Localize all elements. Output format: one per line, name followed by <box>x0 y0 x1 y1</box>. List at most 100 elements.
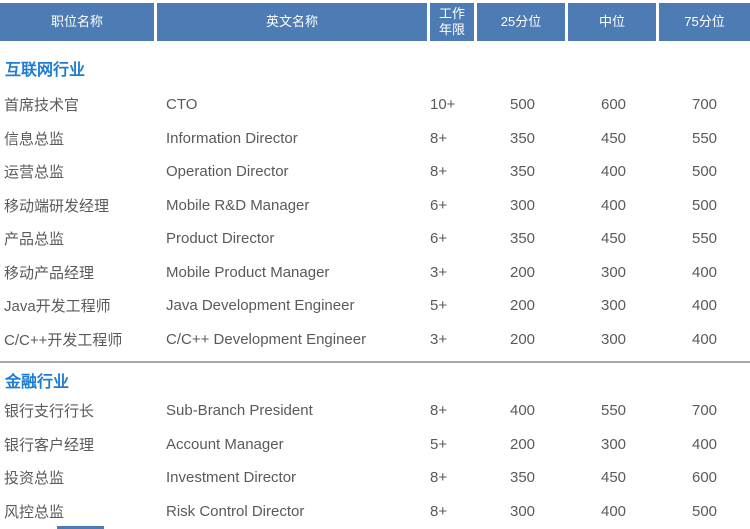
cell-position-name: 银行客户经理 <box>4 436 95 454</box>
cell-work-years: 10+ <box>430 96 456 114</box>
cell-work-years: 5+ <box>430 435 448 453</box>
header-median: 中位 <box>568 3 659 41</box>
cell-25th-percentile: 300 <box>509 196 536 214</box>
cell-25th-percentile: 300 <box>509 502 536 520</box>
cell-75th-percentile: 700 <box>691 402 718 420</box>
section-rows: 首席技术官 CTO 10+ 500 600 700 信息总监 Informati… <box>0 88 750 356</box>
cell-english-name: CTO <box>166 96 198 114</box>
cell-75th-percentile: 500 <box>691 163 718 181</box>
cell-25th-percentile: 350 <box>509 469 536 487</box>
cell-position-name: 产品总监 <box>4 231 65 249</box>
header-position-name: 职位名称 <box>0 3 157 41</box>
cell-english-name: Product Director <box>166 230 275 248</box>
cell-25th-percentile: 350 <box>509 163 536 181</box>
table-row: 移动端研发经理 Mobile R&D Manager 6+ 300 400 50… <box>0 189 750 223</box>
cell-work-years: 3+ <box>430 263 448 281</box>
cell-work-years: 3+ <box>430 330 448 348</box>
industry-section: 金融行业 银行支行行长 Sub-Branch President 8+ 400 … <box>0 361 750 528</box>
cell-25th-percentile: 200 <box>509 263 536 281</box>
cell-median: 300 <box>600 435 627 453</box>
section-title: 互联网行业 <box>5 62 86 79</box>
cell-median: 450 <box>600 230 627 248</box>
cell-english-name: Mobile R&D Manager <box>166 196 310 214</box>
cell-english-name: Java Development Engineer <box>166 297 355 315</box>
cell-median: 450 <box>600 129 627 147</box>
cell-25th-percentile: 400 <box>509 402 536 420</box>
table-body: 互联网行业 首席技术官 CTO 10+ 500 600 700 信息总监 Inf… <box>0 61 750 528</box>
cell-median: 300 <box>600 263 627 281</box>
cell-25th-percentile: 350 <box>509 230 536 248</box>
cell-75th-percentile: 400 <box>691 263 718 281</box>
cell-75th-percentile: 550 <box>691 129 718 147</box>
cell-median: 300 <box>600 297 627 315</box>
cell-english-name: Account Manager <box>166 435 284 453</box>
cell-work-years: 5+ <box>430 297 448 315</box>
cell-position-name: 首席技术官 <box>4 97 80 115</box>
cell-25th-percentile: 200 <box>509 435 536 453</box>
cell-75th-percentile: 400 <box>691 297 718 315</box>
cell-work-years: 8+ <box>430 129 448 147</box>
cell-english-name: C/C++ Development Engineer <box>166 330 367 348</box>
table-row: 首席技术官 CTO 10+ 500 600 700 <box>0 88 750 122</box>
cell-position-name: 运营总监 <box>4 164 65 182</box>
header-25th-percentile: 25分位 <box>477 3 568 41</box>
cell-english-name: Operation Director <box>166 163 289 181</box>
header-work-years: 工作年限 <box>430 3 477 41</box>
table-row: 信息总监 Information Director 8+ 350 450 550 <box>0 122 750 156</box>
table-row: 移动产品经理 Mobile Product Manager 3+ 200 300… <box>0 256 750 290</box>
cell-work-years: 6+ <box>430 230 448 248</box>
cell-english-name: Mobile Product Manager <box>166 263 330 281</box>
cell-position-name: 移动端研发经理 <box>4 197 110 215</box>
cell-work-years: 8+ <box>430 469 448 487</box>
cell-median: 400 <box>600 163 627 181</box>
cell-25th-percentile: 500 <box>509 96 536 114</box>
cell-median: 300 <box>600 330 627 348</box>
next-table-header-fragment <box>57 526 104 529</box>
cell-position-name: 风控总监 <box>4 503 65 521</box>
cell-75th-percentile: 400 <box>691 330 718 348</box>
cell-work-years: 6+ <box>430 196 448 214</box>
cell-work-years: 8+ <box>430 402 448 420</box>
cell-25th-percentile: 200 <box>509 297 536 315</box>
cell-median: 550 <box>600 402 627 420</box>
cell-english-name: Sub-Branch President <box>166 402 313 420</box>
cell-median: 600 <box>600 96 627 114</box>
cell-position-name: 银行支行行长 <box>4 403 95 421</box>
cell-position-name: 投资总监 <box>4 470 65 488</box>
section-divider <box>0 361 750 363</box>
table-row: C/C++开发工程师 C/C++ Development Engineer 3+… <box>0 323 750 357</box>
table-row: 投资总监 Investment Director 8+ 350 450 600 <box>0 461 750 495</box>
table-row: 产品总监 Product Director 6+ 350 450 550 <box>0 222 750 256</box>
section-title: 金融行业 <box>5 374 70 391</box>
header-english-name: 英文名称 <box>157 3 430 41</box>
cell-75th-percentile: 500 <box>691 196 718 214</box>
cell-position-name: 信息总监 <box>4 130 65 148</box>
cell-position-name: C/C++开发工程师 <box>4 331 123 349</box>
table-row: 银行支行行长 Sub-Branch President 8+ 400 550 7… <box>0 394 750 428</box>
cell-75th-percentile: 500 <box>691 502 718 520</box>
cell-position-name: 移动产品经理 <box>4 264 95 282</box>
cell-english-name: Risk Control Director <box>166 502 305 520</box>
cell-work-years: 8+ <box>430 502 448 520</box>
table-row: 运营总监 Operation Director 8+ 350 400 500 <box>0 155 750 189</box>
cell-75th-percentile: 400 <box>691 435 718 453</box>
cell-25th-percentile: 200 <box>509 330 536 348</box>
cell-75th-percentile: 550 <box>691 230 718 248</box>
section-rows: 银行支行行长 Sub-Branch President 8+ 400 550 7… <box>0 394 750 528</box>
cell-75th-percentile: 700 <box>691 96 718 114</box>
cell-75th-percentile: 600 <box>691 469 718 487</box>
cell-position-name: Java开发工程师 <box>4 298 111 316</box>
table-row: Java开发工程师 Java Development Engineer 5+ 2… <box>0 289 750 323</box>
table-row: 银行客户经理 Account Manager 5+ 200 300 400 <box>0 428 750 462</box>
cell-25th-percentile: 350 <box>509 129 536 147</box>
cell-english-name: Investment Director <box>166 469 297 487</box>
header-75th-percentile: 75分位 <box>659 3 750 41</box>
cell-median: 400 <box>600 196 627 214</box>
table-header-row: 职位名称 英文名称 工作年限 25分位 中位 75分位 <box>0 3 750 41</box>
cell-work-years: 8+ <box>430 163 448 181</box>
cell-english-name: Information Director <box>166 129 298 147</box>
cell-median: 400 <box>600 502 627 520</box>
cell-median: 450 <box>600 469 627 487</box>
industry-section: 互联网行业 首席技术官 CTO 10+ 500 600 700 信息总监 Inf… <box>0 61 750 356</box>
